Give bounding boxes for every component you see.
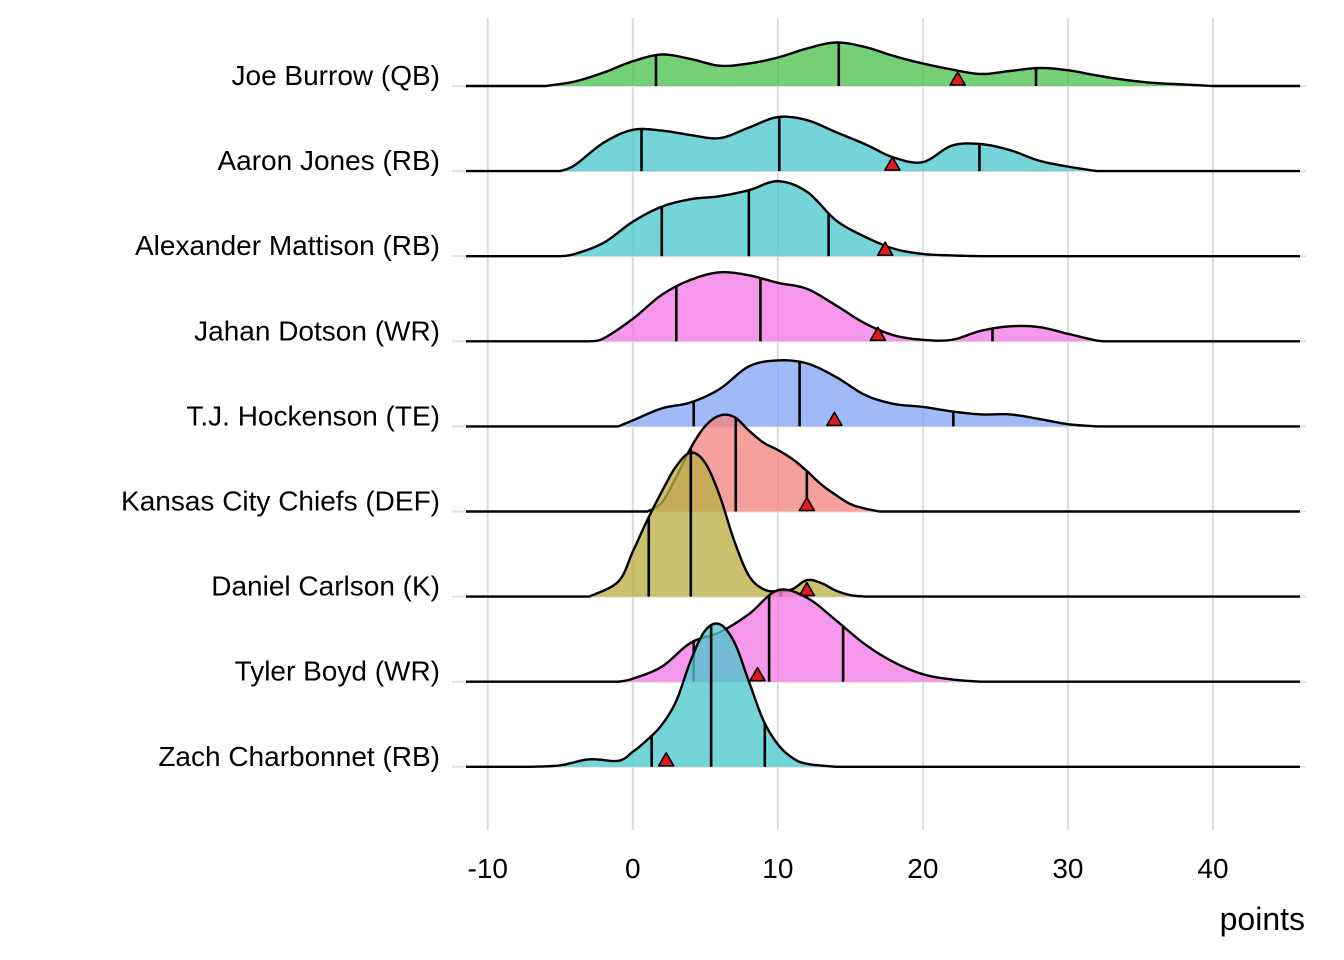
- x-tick-label: -10: [468, 853, 508, 884]
- ridge-0: [466, 41, 1300, 88]
- ridge-6: [466, 451, 1300, 598]
- x-axis-ticks: -10 0 10 20 30 40: [468, 853, 1229, 884]
- player-label: Jahan Dotson (WR): [194, 315, 440, 346]
- actual-score-marker: [749, 666, 766, 682]
- actual-score-marker: [876, 241, 894, 256]
- ridge-2: [466, 180, 1300, 258]
- density-fill: [545, 42, 1213, 86]
- x-tick-label: 40: [1197, 853, 1228, 884]
- ridge-4: [466, 359, 1300, 428]
- density-outline: [466, 41, 1300, 88]
- ridge-5: [466, 413, 1300, 513]
- player-label: Kansas City Chiefs (DEF): [121, 486, 440, 517]
- player-label: Joe Burrow (QB): [232, 60, 441, 91]
- ridge-8: [466, 622, 1300, 768]
- density-fill: [560, 181, 981, 257]
- density-outline: [466, 588, 1300, 683]
- player-label: Alexander Mattison (RB): [135, 230, 440, 261]
- actual-score-marker: [869, 326, 887, 342]
- x-tick-label: 20: [907, 853, 938, 884]
- density-outline: [466, 622, 1300, 768]
- x-tick-label: 0: [625, 853, 641, 884]
- x-tick-label: 10: [762, 853, 793, 884]
- density-outline: [466, 270, 1300, 343]
- ridge-3: [466, 270, 1300, 343]
- density-outline: [466, 451, 1300, 598]
- actual-score-marker: [826, 411, 843, 427]
- actual-score-marker: [949, 71, 966, 86]
- x-axis-title: points: [1220, 901, 1305, 937]
- player-label: Aaron Jones (RB): [217, 145, 440, 176]
- density-fill: [531, 623, 836, 767]
- player-label: T.J. Hockenson (TE): [186, 400, 440, 431]
- density-fill: [618, 589, 981, 682]
- player-label: Daniel Carlson (K): [211, 571, 440, 602]
- density-fill: [560, 116, 1097, 172]
- density-fill: [589, 272, 1112, 342]
- ridge-1: [466, 115, 1300, 173]
- density-fill: [589, 452, 865, 597]
- x-tick-label: 30: [1052, 853, 1083, 884]
- density-outline: [466, 359, 1300, 428]
- density-outline: [466, 115, 1300, 173]
- actual-score-marker: [884, 156, 901, 171]
- density-fill: [618, 360, 1097, 427]
- player-label: Zach Charbonnet (RB): [158, 741, 440, 772]
- actual-score-marker: [798, 496, 816, 512]
- y-axis-labels: Joe Burrow (QB) Aaron Jones (RB) Alexander…: [121, 60, 440, 772]
- ridge-7: [466, 588, 1300, 683]
- actual-score-marker: [798, 581, 816, 597]
- actual-score-marker: [657, 752, 675, 767]
- density-outline: [466, 180, 1300, 258]
- density-outline: [466, 413, 1300, 513]
- ridges: [466, 41, 1300, 768]
- player-label: Tyler Boyd (WR): [235, 656, 440, 687]
